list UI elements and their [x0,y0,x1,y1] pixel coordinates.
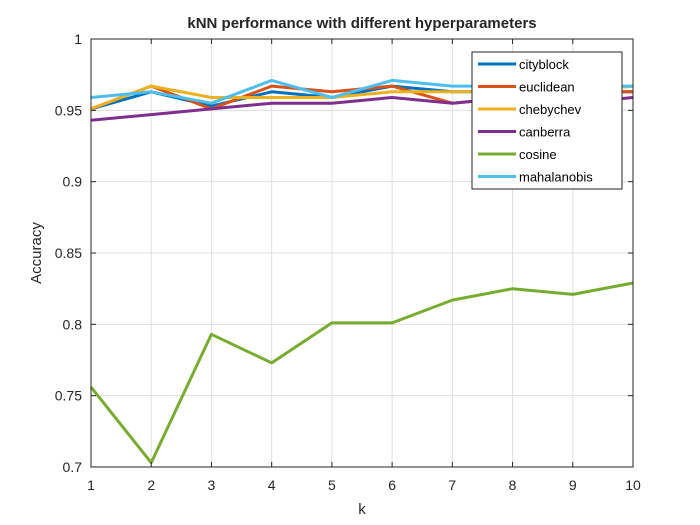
x-axis-label: k [358,501,366,518]
x-tick-label: 6 [388,477,396,493]
y-tick-label: 0.8 [63,316,83,332]
y-tick-label: 0.9 [63,174,83,190]
legend-label-chebychev: chebychev [519,102,582,117]
x-tick-label: 2 [147,477,155,493]
x-tick-label: 10 [625,477,641,493]
legend-label-euclidean: euclidean [519,80,575,95]
legend-label-mahalanobis: mahalanobis [519,170,593,185]
legend-label-canberra: canberra [519,125,571,140]
legend: cityblock euclidean chebychev canberra cosin… [471,51,623,190]
x-ticks: 1 2 3 4 5 6 7 8 9 10 [87,39,641,493]
legend-label-cityblock: cityblock [519,57,569,72]
y-ticks: 0.7 0.75 0.8 0.85 0.9 0.95 1 [55,31,633,475]
x-tick-label: 7 [448,477,456,493]
x-tick-label: 1 [87,477,95,493]
x-tick-label: 3 [208,477,216,493]
y-tick-label: 0.75 [55,388,82,404]
x-tick-label: 8 [509,477,517,493]
x-tick-label: 5 [328,477,336,493]
legend-label-cosine: cosine [519,147,557,162]
y-tick-label: 0.7 [63,459,83,475]
y-axis-label: Accuracy [28,222,45,284]
y-tick-label: 0.95 [55,102,82,118]
series-line-cosine [89,281,634,465]
x-tick-label: 4 [268,477,276,493]
x-tick-label: 9 [569,477,577,493]
y-tick-label: 1 [74,31,82,47]
legend-box [471,51,623,190]
y-tick-label: 0.85 [55,245,82,261]
chart-title: kNN performance with different hyperpara… [187,15,536,32]
